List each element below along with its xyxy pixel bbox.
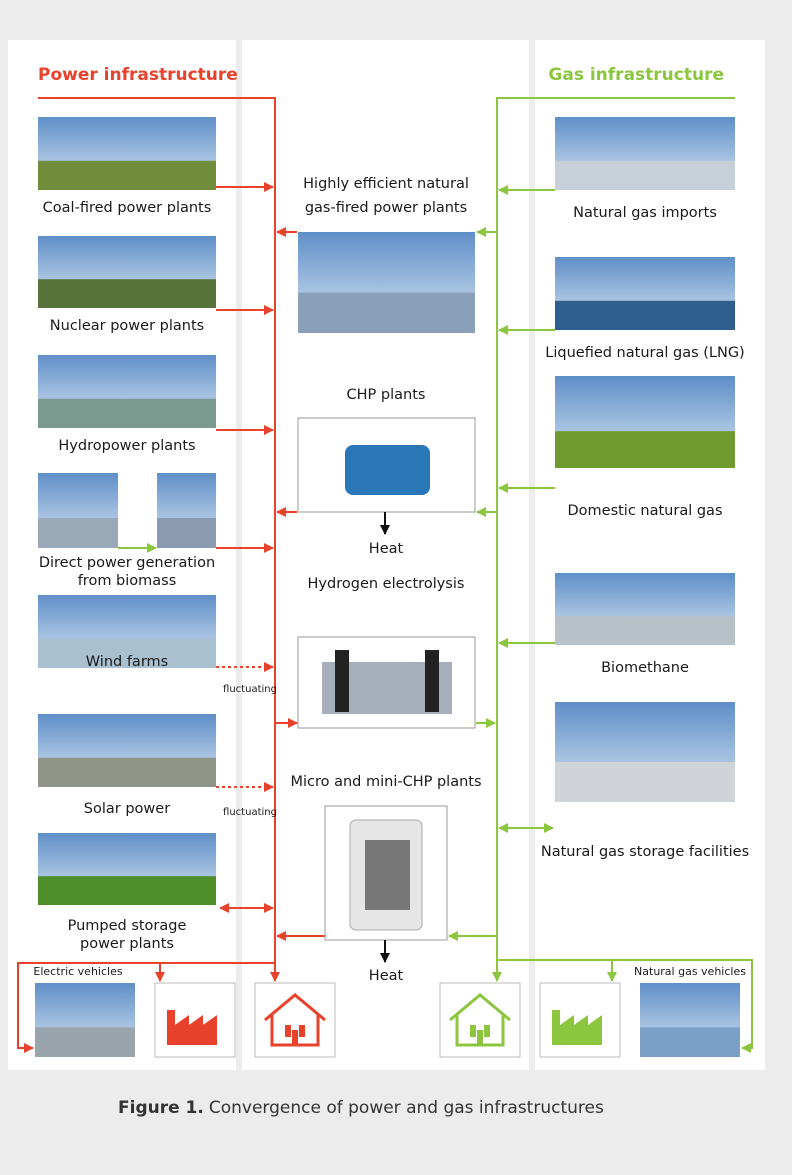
separator [236,40,242,1070]
item-label: power plants [80,936,174,952]
item-label: Coal-fired power plants [43,200,212,216]
photo-part [555,301,735,330]
item-label: Hydropower plants [58,438,195,454]
page: {"header":{"power":"Power infrastructure… [0,0,792,1175]
photo-part [555,431,735,468]
photo-part [365,840,410,910]
caption-number: Figure 1. [118,1098,204,1118]
item-label: CHP plants [347,387,426,403]
vehicle-label: Electric vehicles [33,965,122,978]
photo-part [38,279,216,308]
caption-text: Convergence of power and gas infrastruct… [209,1098,604,1118]
photo-part [157,518,216,548]
item-label: Solar power [84,801,170,817]
photo-part [298,293,475,333]
photo-part [335,650,349,712]
photo-part [555,616,735,645]
output-label: Heat [369,968,404,984]
item-label: Nuclear power plants [50,318,204,334]
note: fluctuating [223,684,277,695]
item-label: Micro and mini-CHP plants [290,774,481,790]
vehicle-label: Natural gas vehicles [634,965,746,978]
item-label: Natural gas storage facilities [541,844,749,860]
photo-part [555,762,735,802]
item-label: Highly efficient natural [303,176,469,192]
item-label: gas-fired power plants [305,200,467,216]
diagram: Power infrastructure Gas infrastructure … [0,0,792,1175]
gas-header: Gas infrastructure [548,65,724,85]
photo-part [555,161,735,190]
photo-part [640,1027,740,1057]
item-label: Biomethane [601,660,689,676]
photo-part [38,161,216,190]
photo-part [345,445,430,495]
photo-part [38,399,216,428]
item-label: Liquefied natural gas (LNG) [545,345,744,361]
item-label: Natural gas imports [573,205,717,221]
separator [529,40,535,1070]
item-label: Wind farms [86,654,168,670]
item-label: Pumped storage [68,918,187,934]
item-label: from biomass [78,573,177,589]
photo-part [38,876,216,905]
note: fluctuating [223,807,277,818]
output-label: Heat [369,541,404,557]
caption: Figure 1.Convergence of power and gas in… [118,1098,604,1118]
body: Power infrastructure Gas infrastructure … [0,0,792,1175]
item-label: Domestic natural gas [567,503,722,519]
photo-part [35,1027,135,1057]
photo-part [425,650,439,712]
photo-part [38,758,216,787]
power-header: Power infrastructure [38,65,238,85]
photo-part [38,518,118,548]
item-label: Hydrogen electrolysis [308,576,465,592]
item-label: Direct power generation [39,555,215,571]
